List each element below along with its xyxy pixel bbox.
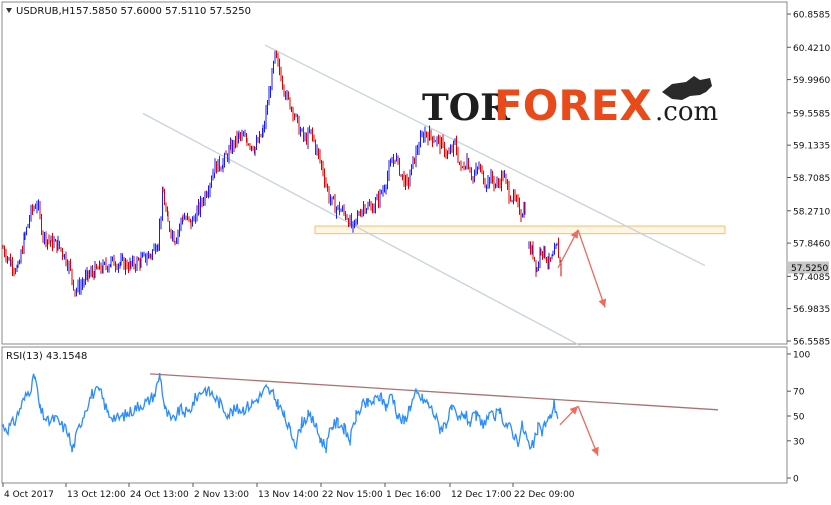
time-tick-label: 22 Nov 15:00 <box>322 490 383 500</box>
rsi-axis: 100 70 50 30 0 <box>787 351 810 485</box>
rsi-tick-label: 30 <box>793 437 805 447</box>
time-tick-label: 1 Dec 16:00 <box>386 490 441 500</box>
channel-upper-line <box>264 44 706 267</box>
price-tick-label: 58.7085 <box>793 174 830 184</box>
logo-forex: FOREX <box>494 81 652 130</box>
rsi-tick-label: 100 <box>793 351 810 361</box>
price-tick-label: 60.4210 <box>793 44 830 54</box>
time-tick-label: 13 Oct 12:00 <box>67 490 126 500</box>
rsi-forecast-arrow <box>577 405 599 456</box>
rsi-series <box>1 372 719 456</box>
price-tick-label: 59.5585 <box>793 109 830 119</box>
bull-icon <box>662 76 712 100</box>
price-axis: 60.8585 60.4210 59.9960 59.5585 59.1335 58.70… <box>787 11 830 348</box>
dropdown-icon[interactable] <box>6 8 12 13</box>
main-pane <box>1 1 788 345</box>
price-tick-label: 59.9960 <box>793 76 830 86</box>
price-tick-label: 60.8585 <box>793 11 830 21</box>
rsi-label: RSI(13) 43.1548 <box>6 351 87 362</box>
current-price-label: 57.5250 <box>791 264 828 274</box>
current-price-box <box>788 261 829 274</box>
time-tick-label: 24 Oct 13:00 <box>130 490 189 500</box>
price-tick-label: 57.4085 <box>793 273 830 283</box>
logo-tor: TOR <box>422 87 511 129</box>
channel-lower-line <box>142 112 581 347</box>
time-tick-label: 2 Nov 13:00 <box>194 490 249 500</box>
rsi-tick-label: 0 <box>793 475 799 485</box>
rsi-line <box>1 372 559 454</box>
rsi-pane <box>1 346 788 484</box>
time-tick-label: 22 Dec 09:00 <box>514 490 575 500</box>
symbol-header: USDRUB,H1 <box>16 6 76 17</box>
price-tick-label: 56.9835 <box>793 305 830 315</box>
time-tick-label: 12 Dec 17:00 <box>451 490 512 500</box>
price-forecast-arrow <box>577 229 606 308</box>
price-series <box>2 44 726 347</box>
rsi-tick-label: 70 <box>793 388 805 398</box>
price-tick-label: 57.8460 <box>793 240 830 250</box>
ohlc-readout: 57.5850 57.6000 57.5110 57.5250 <box>76 6 251 17</box>
rsi-tick-label: 50 <box>793 413 805 423</box>
rsi-trend-line <box>149 373 719 411</box>
time-tick-label: 13 Nov 14:00 <box>258 490 319 500</box>
rsi-forecast-arrow-head <box>591 446 599 456</box>
price-tick-label: 58.2710 <box>793 207 830 217</box>
logo-com: .com <box>655 97 718 127</box>
price-tick-label: 59.1335 <box>793 142 830 152</box>
time-axis: 4 Oct 2017 13 Oct 12:00 24 Oct 13:00 2 Nov … <box>2 483 575 500</box>
torforex-logo: TOR FOREX .com <box>422 76 718 130</box>
resistance-zone <box>314 225 726 235</box>
price-tick-label: 56.5585 <box>793 338 830 348</box>
time-tick-label: 4 Oct 2017 <box>4 490 54 500</box>
price-forecast-arrow-head <box>570 229 578 239</box>
price-forecast-arrow-head <box>598 298 607 308</box>
rsi-forecast-arrow-head <box>569 406 578 415</box>
